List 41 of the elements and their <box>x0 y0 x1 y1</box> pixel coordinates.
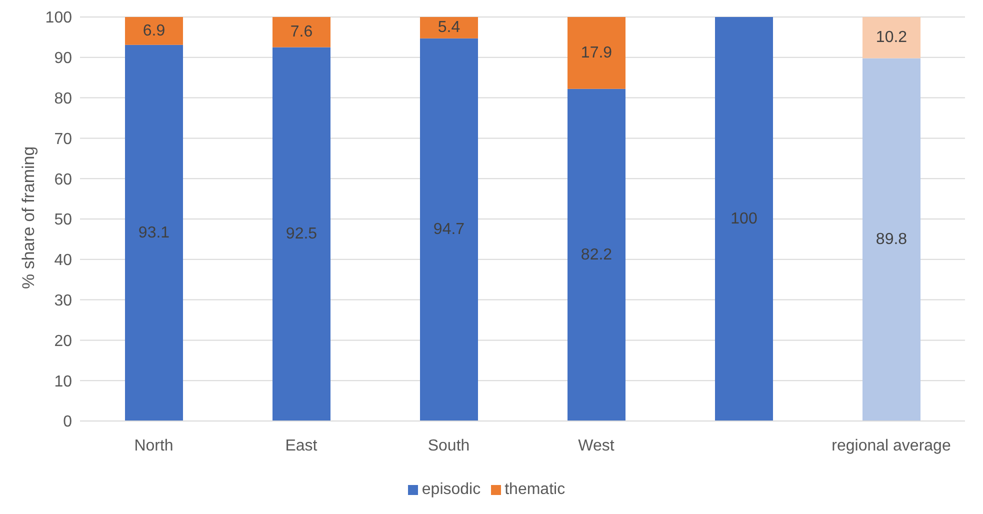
bar <box>272 47 330 421</box>
bar <box>125 44 183 421</box>
data-label: 10.2 <box>876 29 908 46</box>
data-label: 82.2 <box>580 246 612 264</box>
x-tick-label: East <box>285 437 318 454</box>
data-label: 89.8 <box>876 231 908 248</box>
bar <box>862 58 920 421</box>
legend-label: episodic <box>422 481 481 498</box>
y-tick-label: 70 <box>54 130 72 148</box>
y-tick-label: 10 <box>54 373 72 390</box>
y-tick-label: 40 <box>54 252 72 270</box>
y-tick-label: 50 <box>54 212 72 229</box>
bar <box>420 17 478 38</box>
y-tick-label: 0 <box>63 414 72 431</box>
data-label: 6.9 <box>142 22 166 40</box>
bar <box>272 17 330 48</box>
bar <box>420 38 478 421</box>
bar <box>862 17 920 58</box>
x-tick-label: North <box>134 437 174 454</box>
y-axis-title: % share of framing <box>19 146 38 289</box>
y-tick-label: 20 <box>54 332 72 350</box>
y-tick-label: 80 <box>54 90 72 108</box>
x-tick-label: South <box>428 437 470 454</box>
y-tick-label: 90 <box>54 50 72 68</box>
y-tick-label: 100 <box>45 10 72 27</box>
legend-label: thematic <box>504 481 566 498</box>
y-tick-label: 60 <box>54 171 72 188</box>
x-tick-label: West <box>578 437 615 454</box>
data-label: 17.9 <box>580 44 612 62</box>
bar <box>715 17 773 421</box>
data-label: 93.1 <box>138 224 170 242</box>
bar <box>125 17 183 45</box>
data-label: 5.4 <box>438 19 460 36</box>
data-label: 94.7 <box>433 221 465 238</box>
bar <box>568 88 626 421</box>
data-label: 100 <box>730 210 758 228</box>
data-label: 92.5 <box>286 226 318 243</box>
y-tick-label: 30 <box>54 292 72 310</box>
bar <box>568 17 626 89</box>
x-tick-label: regional average <box>832 437 951 454</box>
data-label: 7.6 <box>290 24 313 41</box>
